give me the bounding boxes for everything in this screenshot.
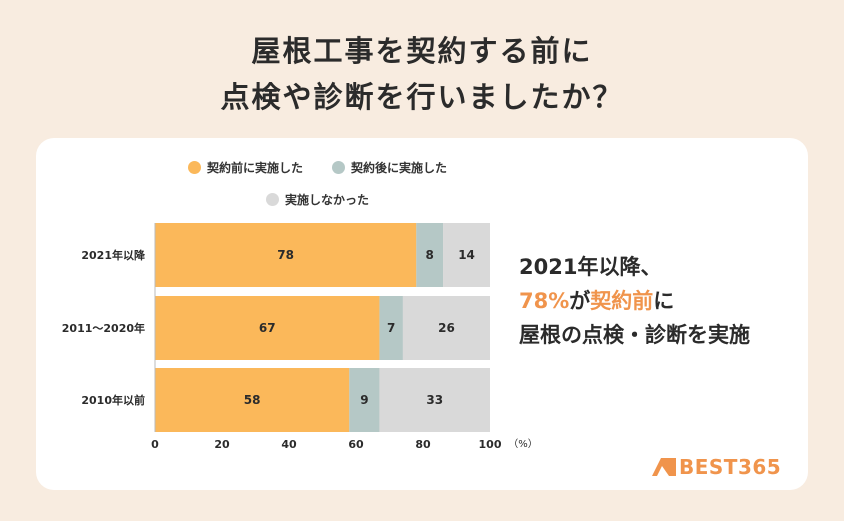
bar-segment	[379, 368, 490, 432]
title-line-1: 屋根工事を契約する前に	[251, 34, 593, 68]
category-label: 2021年以降	[81, 248, 146, 262]
logo-mark-icon	[652, 458, 676, 476]
bar-segment	[349, 368, 380, 432]
bar-segment	[155, 296, 380, 360]
data-label: 9	[360, 393, 368, 407]
chart-title: 屋根工事を契約する前に 点検や診断を行いましたか？	[0, 28, 844, 120]
legend-label-after: 契約後に実施した	[351, 161, 448, 175]
legend-item-none: 実施しなかった	[266, 191, 369, 208]
callout-particle-ni: に	[653, 289, 675, 313]
callout-line-1: 2021年以降、	[519, 255, 662, 279]
title-line-2: 点検や診断を行いましたか？	[220, 80, 624, 114]
x-tick-label: 40	[281, 438, 297, 451]
legend-label-before: 契約前に実施した	[207, 161, 304, 175]
legend-item-before: 契約前に実施した	[188, 159, 303, 176]
legend-item-after: 契約後に実施した	[332, 159, 447, 176]
legend-swatch-before	[188, 161, 201, 174]
legend-swatch-none	[266, 193, 279, 206]
data-label: 67	[259, 321, 276, 335]
bar-segment	[379, 296, 403, 360]
logo-text: BEST365	[679, 455, 782, 479]
bar-segment	[155, 368, 350, 432]
brand-logo: BEST365	[652, 455, 781, 479]
legend-swatch-after	[332, 161, 345, 174]
x-tick-label: 60	[348, 438, 364, 451]
bar-segment	[402, 296, 490, 360]
callout-line-2: 78%が契約前に	[519, 284, 804, 318]
bar-segment	[443, 223, 490, 287]
category-label: 2011～2020年	[62, 321, 145, 335]
category-label: 2010年以前	[81, 393, 145, 407]
x-tick-label: 100	[479, 438, 502, 451]
callout-highlight-before: 契約前	[590, 289, 654, 313]
x-unit-label: （%）	[508, 438, 538, 450]
x-tick-label: 20	[214, 438, 230, 451]
data-label: 33	[426, 393, 443, 407]
bar-segment	[416, 223, 444, 287]
data-label: 78	[277, 248, 294, 262]
data-label: 26	[438, 321, 455, 335]
x-tick-label: 80	[415, 438, 431, 451]
data-label: 14	[458, 248, 475, 262]
data-label: 58	[244, 393, 261, 407]
bar-segment	[155, 223, 417, 287]
x-tick-label: 0	[151, 438, 159, 451]
data-label: 7	[387, 321, 395, 335]
callout-text: 2021年以降、 78%が契約前に 屋根の点検・診断を実施	[519, 250, 804, 352]
callout-particle-ga: が	[569, 289, 591, 313]
callout-highlight-percent: 78%	[519, 289, 570, 313]
legend-label-none: 実施しなかった	[285, 193, 370, 207]
callout-line-3: 屋根の点検・診断を実施	[519, 323, 750, 347]
data-label: 8	[426, 248, 434, 262]
